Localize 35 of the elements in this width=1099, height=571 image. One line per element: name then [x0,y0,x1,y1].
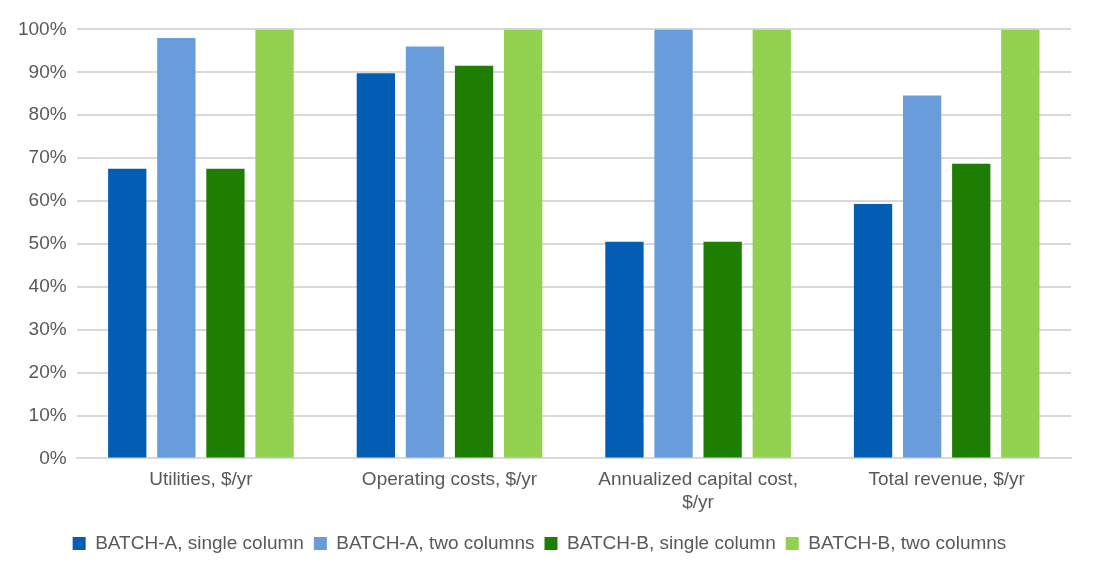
bar [356,73,395,458]
legend-label: BATCH-B, two columns [808,531,1007,553]
y-tick-label: 100% [17,17,67,39]
y-tick-label: 20% [28,360,67,382]
bar [605,241,644,458]
x-tick-label: Operating costs, $/yr [361,468,538,490]
y-tick-label: 60% [28,189,67,211]
y-tick-label: 10% [28,403,67,425]
y-tick-label: 50% [28,232,67,254]
bar [1001,29,1040,458]
bar [255,29,294,458]
legend-label: BATCH-A, two columns [336,531,535,553]
y-tick-label: 80% [28,103,67,125]
legend-label: BATCH-B, single column [567,531,776,553]
y-tick-label: 40% [28,275,67,297]
bar [654,29,693,458]
x-tick-label: Utilities, $/yr [149,468,254,490]
legend-label: BATCH-A, single column [95,531,304,553]
bar [853,204,893,458]
bar [206,168,245,458]
y-tick-label: 70% [28,146,67,168]
bar [752,29,791,458]
bar [952,163,991,458]
bar [405,46,445,458]
x-tick-label: Annualized capital cost, $/yr [598,468,798,512]
bar [157,37,196,458]
bar [703,241,742,458]
y-tick-label: 30% [28,317,67,339]
bar [454,65,494,458]
x-tick-label: Total revenue, $/yr [868,468,1026,490]
bar [504,29,543,458]
y-tick-label: 0% [39,446,67,468]
y-tick-label: 90% [28,60,67,82]
bar [108,168,147,458]
bar [903,95,942,458]
